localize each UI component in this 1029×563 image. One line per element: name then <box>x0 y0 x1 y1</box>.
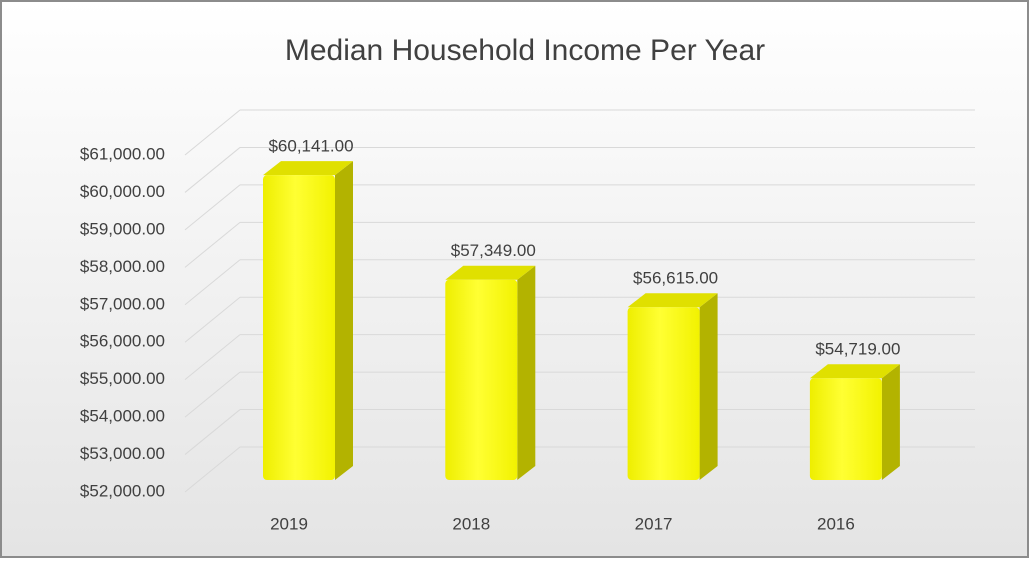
x-tick-label: 2016 <box>817 514 855 533</box>
bar-top <box>627 293 718 308</box>
grid-line <box>184 409 241 455</box>
bar <box>263 175 335 480</box>
bar-side <box>517 265 536 480</box>
x-tick-label: 2017 <box>635 514 673 533</box>
y-tick-label: $55,000.00 <box>80 369 165 388</box>
y-tick-label: $52,000.00 <box>80 481 165 500</box>
bar-top <box>263 161 353 176</box>
y-tick-label: $60,000.00 <box>80 182 165 201</box>
y-tick-label: $54,000.00 <box>80 407 165 426</box>
grid-line <box>184 446 241 493</box>
y-tick-label: $56,000.00 <box>80 332 165 351</box>
chart-title: Median Household Income Per Year <box>285 34 765 67</box>
data-label: $56,615.00 <box>633 269 718 288</box>
grid-line <box>184 371 241 418</box>
bar <box>445 279 518 480</box>
bar-side <box>699 293 718 480</box>
grid-line <box>184 184 241 231</box>
grid-line <box>184 259 241 306</box>
grid-line <box>184 221 241 268</box>
y-tick-label: $53,000.00 <box>80 444 165 463</box>
y-tick-label: $58,000.00 <box>80 257 165 276</box>
y-tick-label: $61,000.00 <box>80 144 165 163</box>
data-label: $57,349.00 <box>451 241 536 260</box>
bar-side <box>881 364 900 480</box>
y-tick-label: $59,000.00 <box>80 219 165 238</box>
x-tick-label: 2019 <box>270 514 308 533</box>
bar <box>809 378 882 480</box>
data-label: $60,141.00 <box>268 137 353 156</box>
data-label: $54,719.00 <box>815 340 900 359</box>
x-tick-label: 2018 <box>452 514 490 533</box>
bar-top <box>809 364 900 379</box>
grid-line <box>184 109 241 156</box>
grid-line <box>184 334 241 381</box>
grid-line <box>184 296 241 343</box>
bar-top <box>445 265 536 280</box>
grid-line <box>184 147 241 193</box>
y-tick-label: $57,000.00 <box>80 294 165 313</box>
bar <box>627 307 700 480</box>
bar-side <box>335 161 353 480</box>
